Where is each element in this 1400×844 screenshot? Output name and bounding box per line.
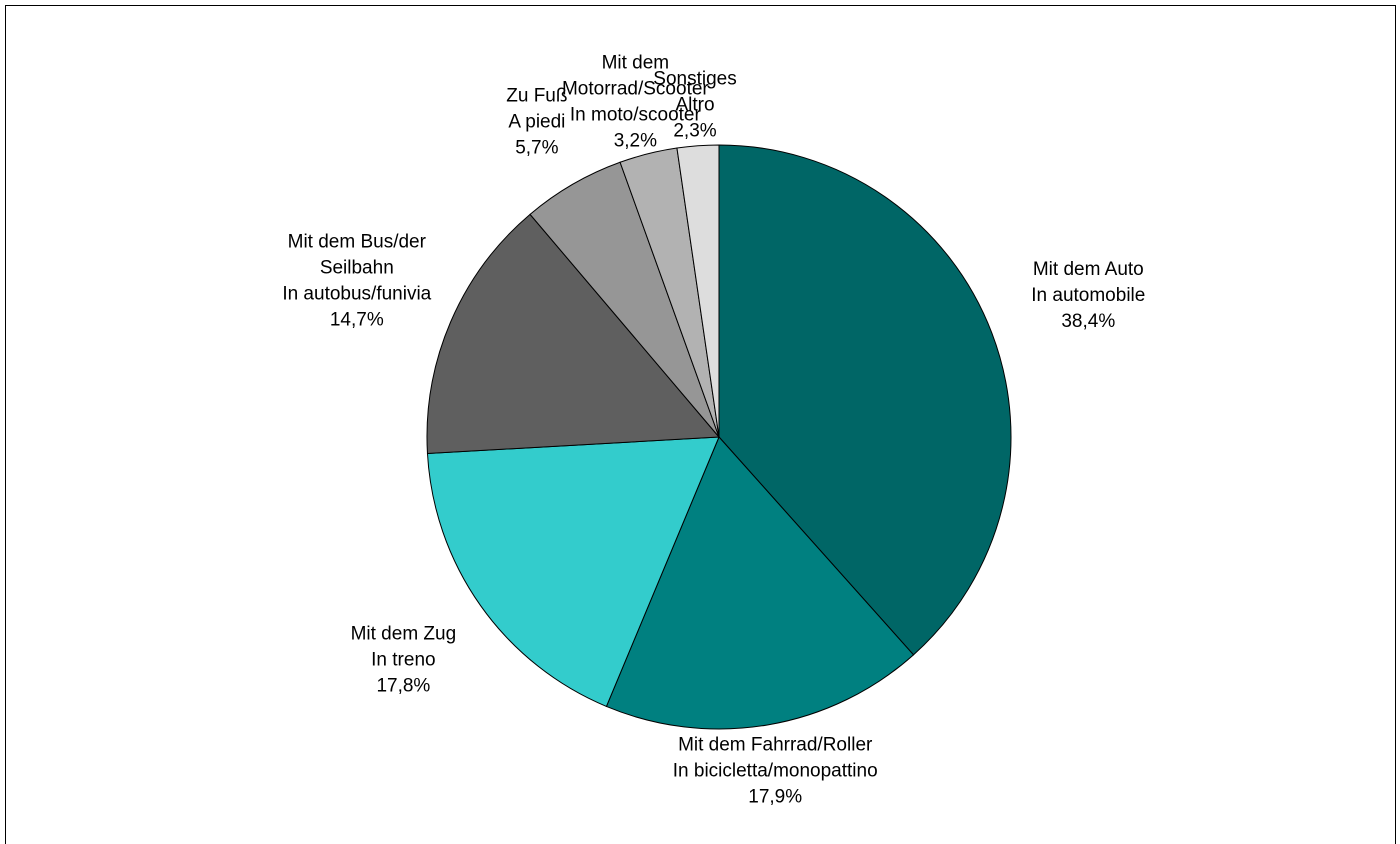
slice-label-line: Motorrad/Scooter <box>562 79 709 100</box>
slice-label-line: Zu Fuß <box>506 85 567 106</box>
slice-label-line: In moto/scooter <box>570 105 702 126</box>
pie-slice <box>676 144 720 438</box>
slice-label-line: In automobile <box>1031 285 1145 306</box>
slice-label: Mit dem Auto In automobile 38,4% <box>1031 259 1145 332</box>
slice-label: Mit dem Motorrad/Scooter In moto/scooter 3,… <box>562 53 709 152</box>
slice-label: Mit dem Fahrrad/Roller In bicicletta/mono… <box>673 734 878 807</box>
pie-slice <box>605 436 915 730</box>
slice-label-line: In treno <box>371 649 435 670</box>
slice-label: Sonstiges Altro 2,3% <box>653 69 736 142</box>
pie-slice <box>718 144 1012 656</box>
slice-value-label: 3,2% <box>614 131 657 152</box>
slice-label-line: In bicicletta/monopattino <box>673 760 878 781</box>
slice-value-label: 38,4% <box>1061 311 1115 332</box>
pie-slice <box>426 213 721 455</box>
slice-label-line: Mit dem Fahrrad/Roller <box>678 734 873 755</box>
slice-value-label: 14,7% <box>330 310 384 331</box>
slice-label-line: Altro <box>675 95 714 116</box>
slice-label-line: Sonstiges <box>653 69 736 90</box>
slice-label: Zu Fuß A piedi 5,7% <box>506 85 567 158</box>
slice-value-label: 2,3% <box>673 121 716 142</box>
slice-label-line: Mit dem Zug <box>351 623 457 644</box>
slice-label-line: Mit dem Bus/der <box>288 232 427 253</box>
slice-label-line: Mit dem <box>602 53 670 74</box>
slice-label-line: Seilbahn <box>320 258 394 279</box>
pie-slice <box>426 436 720 708</box>
slice-label: Mit dem Bus/der Seilbahn In autobus/funivi… <box>282 232 431 331</box>
slice-label-line: In autobus/funivia <box>282 284 431 305</box>
slice-value-label: 5,7% <box>515 137 558 158</box>
slice-label-line: Mit dem Auto <box>1033 259 1144 280</box>
slice-label: Mit dem Zug In treno 17,8% <box>351 623 457 696</box>
slice-value-label: 17,9% <box>748 786 802 807</box>
slice-value-label: 17,8% <box>376 675 430 696</box>
slice-label-line: A piedi <box>508 111 565 132</box>
